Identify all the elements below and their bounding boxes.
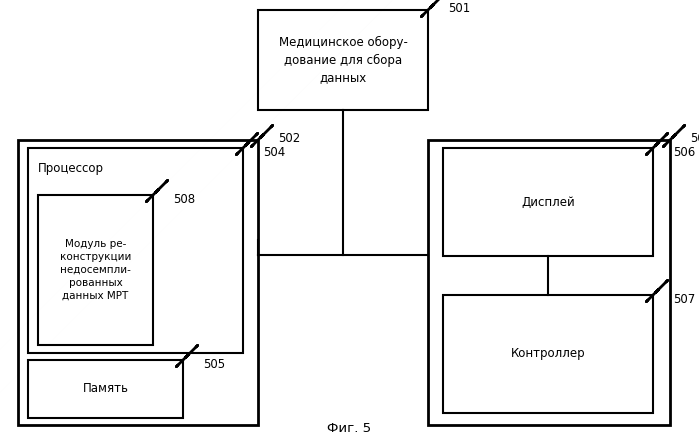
Text: 508: 508 bbox=[173, 193, 195, 206]
Bar bbox=[443, 295, 653, 413]
Text: 506: 506 bbox=[673, 146, 696, 159]
Text: Медицинское обору-
дование для сбора
данных: Медицинское обору- дование для сбора дан… bbox=[279, 36, 408, 84]
Text: Фиг. 5: Фиг. 5 bbox=[327, 422, 372, 435]
Bar bbox=[258, 10, 428, 110]
Text: 507: 507 bbox=[673, 293, 696, 306]
Text: 505: 505 bbox=[203, 358, 225, 371]
Bar bbox=[28, 360, 183, 418]
Text: Дисплей: Дисплей bbox=[521, 195, 575, 208]
Text: 502: 502 bbox=[278, 132, 301, 145]
Bar bbox=[18, 140, 258, 425]
Bar bbox=[28, 148, 243, 353]
Text: Контроллер: Контроллер bbox=[511, 347, 585, 360]
Bar bbox=[428, 140, 670, 425]
Text: 504: 504 bbox=[263, 146, 285, 159]
Bar bbox=[38, 195, 153, 345]
Text: 503: 503 bbox=[690, 132, 699, 145]
Text: Модуль ре-
конструкции
недосемпли-
рованных
данных МРТ: Модуль ре- конструкции недосемпли- рован… bbox=[60, 240, 131, 300]
Text: Процессор: Процессор bbox=[38, 162, 104, 175]
Bar bbox=[443, 148, 653, 256]
Text: Память: Память bbox=[82, 383, 129, 396]
Text: 501: 501 bbox=[448, 2, 470, 15]
